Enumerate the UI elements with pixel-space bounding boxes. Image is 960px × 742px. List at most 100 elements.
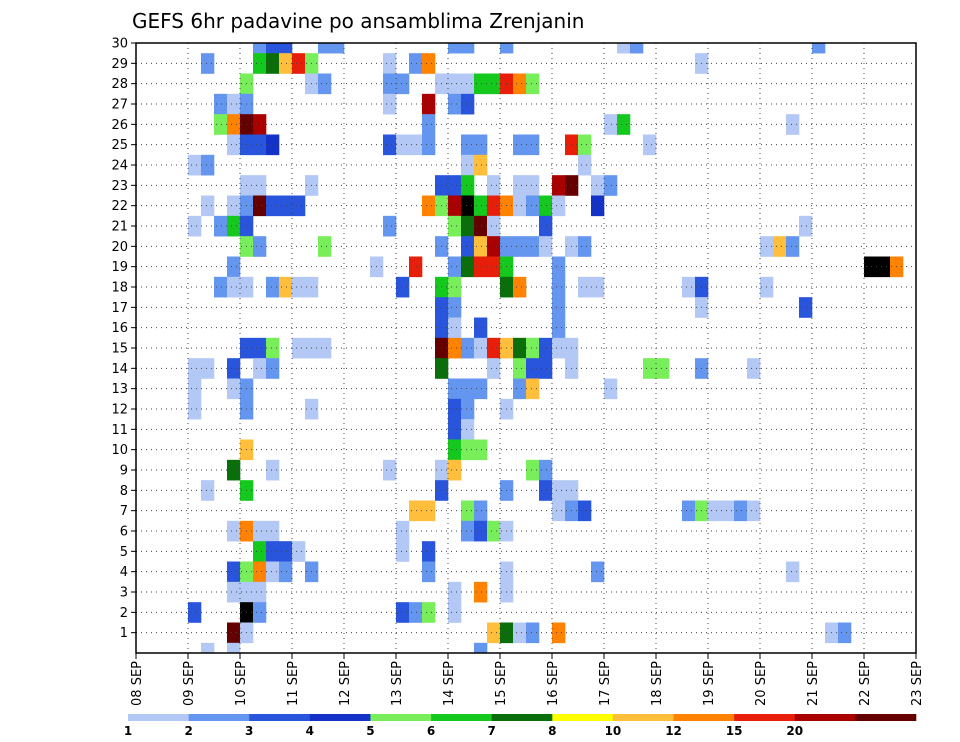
heatmap-cell	[526, 378, 540, 400]
heatmap-cell	[812, 43, 826, 54]
colorbar-label: 2	[184, 724, 192, 738]
heatmap-cell	[214, 93, 228, 115]
heatmap-cell	[513, 195, 527, 217]
heatmap-cell	[448, 602, 462, 623]
y-tick-label: 3	[120, 586, 128, 601]
heatmap-cell	[253, 53, 267, 74]
heatmap-cell	[526, 622, 540, 644]
heatmap-cell	[253, 541, 267, 562]
heatmap-cell	[487, 215, 501, 237]
heatmap-cell	[266, 520, 280, 542]
heatmap-cell	[487, 337, 501, 359]
heatmap-cell	[188, 154, 202, 176]
heatmap-cell	[474, 581, 488, 603]
heatmap-cell	[461, 73, 475, 95]
x-tick-label: 12 SEP	[338, 661, 353, 706]
heatmap-cell	[513, 378, 527, 400]
heatmap-cell	[318, 43, 332, 54]
heatmap-cell	[526, 459, 540, 481]
heatmap-cell	[292, 541, 306, 562]
heatmap-cell	[552, 337, 566, 359]
heatmap-cell	[461, 500, 475, 522]
y-tick-label: 30	[111, 37, 128, 52]
heatmap-cell	[552, 276, 566, 298]
heatmap-cell	[279, 195, 293, 217]
colorbar-label: 20	[786, 724, 803, 738]
heatmap-cell	[188, 215, 202, 237]
colorbar-label: 15	[726, 724, 743, 738]
heatmap-cell	[253, 114, 267, 135]
heatmap-cell	[474, 154, 488, 176]
heatmap-cell	[227, 581, 241, 603]
heatmap-cell	[539, 215, 553, 237]
x-tick-label: 21 SEP	[806, 661, 821, 706]
heatmap-cell	[227, 520, 241, 542]
x-tick-label: 13 SEP	[390, 661, 405, 706]
heatmap-cell	[474, 500, 488, 522]
y-tick-label: 29	[111, 57, 128, 72]
heatmap-cell	[591, 561, 605, 583]
y-tick-label: 9	[120, 464, 128, 479]
heatmap-cell	[487, 236, 501, 257]
heatmap-cell	[526, 358, 540, 379]
y-tick-label: 10	[111, 443, 128, 458]
heatmap-cell	[487, 358, 501, 379]
heatmap-cell	[448, 337, 462, 359]
heatmap-cell	[227, 215, 241, 237]
colorbar-swatch	[673, 714, 735, 721]
heatmap-cell	[552, 297, 566, 318]
heatmap-cell	[474, 642, 488, 654]
heatmap-cell	[253, 520, 267, 542]
heatmap-cell	[721, 500, 735, 522]
heatmap-cell	[227, 459, 241, 481]
colorbar-label: 10	[605, 724, 622, 738]
heatmap-cell	[513, 236, 527, 257]
heatmap-cell	[422, 541, 436, 562]
y-tick-label: 20	[111, 240, 128, 255]
heatmap-cell	[266, 358, 280, 379]
y-tick-label: 24	[111, 159, 128, 174]
heatmap-cell	[461, 43, 475, 54]
heatmap-cell	[578, 276, 592, 298]
heatmap-cell	[266, 53, 280, 74]
heatmap-cell	[604, 378, 618, 400]
colorbar-swatch	[128, 714, 189, 721]
heatmap-cell	[318, 337, 332, 359]
heatmap-cell	[422, 500, 436, 522]
x-tick-label: 22 SEP	[858, 661, 873, 706]
heatmap-cell	[409, 53, 423, 74]
heatmap-cell	[253, 134, 267, 156]
heatmap-cell	[396, 520, 410, 542]
heatmap-cell	[513, 73, 527, 95]
heatmap-cell	[799, 215, 813, 237]
heatmap-cell	[227, 622, 241, 644]
colorbar-swatch	[552, 714, 614, 721]
colorbar-swatch	[370, 714, 432, 721]
heatmap-cell	[526, 236, 540, 257]
colorbar-swatch	[612, 714, 674, 721]
heatmap-cell	[500, 43, 514, 54]
heatmap-cell	[292, 195, 306, 217]
heatmap-cell	[279, 561, 293, 583]
colorbar-swatch	[794, 714, 856, 721]
x-tick-label: 15 SEP	[494, 661, 509, 706]
colorbar-label: 7	[488, 724, 496, 738]
heatmap-cell	[604, 175, 618, 196]
y-tick-label: 7	[120, 504, 128, 519]
heatmap-cell	[630, 43, 644, 54]
y-tick-label: 19	[111, 260, 128, 275]
heatmap-cell	[396, 276, 410, 298]
heatmap-cell	[188, 358, 202, 379]
heatmap-cell	[474, 520, 488, 542]
heatmap-cell	[292, 53, 306, 74]
heatmap-cell	[188, 398, 202, 420]
heatmap-cell	[617, 114, 631, 135]
y-tick-label: 5	[120, 545, 128, 560]
y-tick-label: 11	[111, 423, 128, 438]
heatmap-cell	[552, 195, 566, 217]
y-tick-label: 16	[111, 321, 128, 336]
heatmap-cell	[201, 480, 215, 501]
heatmap-cell	[201, 358, 215, 379]
heatmap-cell	[383, 459, 397, 481]
